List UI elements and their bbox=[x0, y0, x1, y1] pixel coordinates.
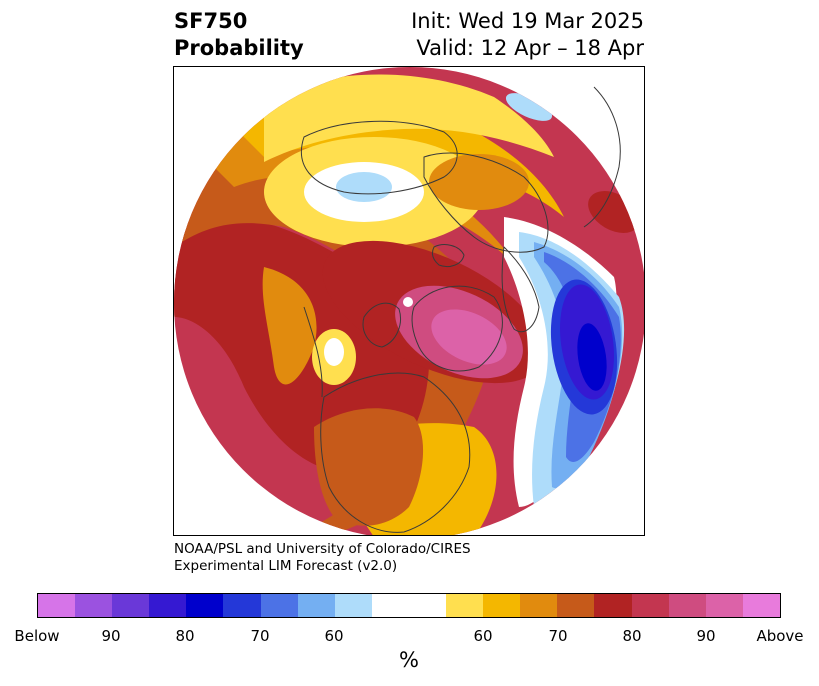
credit-text: NOAA/PSL and University of Colorado/CIRE… bbox=[174, 541, 471, 575]
probability-field bbox=[174, 67, 644, 535]
colorbar-tick-above-70: 70 bbox=[548, 627, 568, 645]
colorbar-segment bbox=[186, 594, 224, 617]
region-yellow-north bbox=[264, 74, 554, 162]
coastline-scandinavia bbox=[501, 246, 540, 333]
colorbar-unit-label: % bbox=[399, 648, 419, 672]
title-line-type: Probability bbox=[174, 36, 304, 60]
credit-line-institution: NOAA/PSL and University of Colorado/CIRE… bbox=[174, 541, 471, 557]
colorbar-segment bbox=[668, 594, 706, 617]
region-lightblue-ne bbox=[505, 93, 553, 121]
colorbar-segment bbox=[38, 594, 76, 617]
colorbar-segment bbox=[112, 594, 150, 617]
colorbar-segment bbox=[260, 594, 298, 617]
colorbar-segment bbox=[75, 594, 113, 617]
colorbar-tick-below-70: 70 bbox=[250, 627, 270, 645]
region-white-pacific bbox=[324, 338, 344, 366]
coastline-north-america bbox=[320, 372, 471, 533]
colorbar-tick-above-80: 80 bbox=[622, 627, 642, 645]
coastline-asia-east bbox=[583, 86, 621, 228]
coastlines bbox=[300, 86, 621, 533]
coastline-arctic-islands bbox=[431, 244, 465, 268]
region-navy-atlantic bbox=[577, 323, 607, 391]
colorbar-segment bbox=[742, 594, 780, 617]
region-magenta-core bbox=[431, 309, 507, 365]
colorbar-tick-above-90: 90 bbox=[696, 627, 716, 645]
map-panel bbox=[173, 66, 645, 536]
region-orange-europe bbox=[429, 154, 529, 210]
colorbar-segment bbox=[631, 594, 669, 617]
colorbar bbox=[37, 593, 781, 618]
valid-date-label: Valid: 12 Apr – 18 Apr bbox=[416, 36, 644, 60]
region-lightblue-siberia bbox=[336, 172, 392, 202]
coastline-asia bbox=[300, 120, 458, 195]
coastline-alaska bbox=[362, 302, 401, 348]
coastline-west-coast bbox=[303, 306, 323, 398]
colorbar-segment bbox=[446, 594, 484, 617]
colorbar-segment bbox=[334, 594, 372, 617]
colorbar-tick-above-60: 60 bbox=[473, 627, 493, 645]
colorbar-segment bbox=[371, 594, 409, 617]
colorbar-tick-below-60: 60 bbox=[324, 627, 344, 645]
colorbar-tick-above: Above bbox=[756, 627, 804, 645]
polar-map-svg bbox=[174, 67, 644, 535]
region-white-spot bbox=[403, 297, 413, 307]
colorbar-segment bbox=[149, 594, 187, 617]
colorbar-segment bbox=[223, 594, 261, 617]
init-date-label: Init: Wed 19 Mar 2025 bbox=[411, 9, 644, 33]
coastline-europe bbox=[423, 152, 549, 253]
title-line-variable: SF750 bbox=[174, 9, 248, 33]
colorbar-segment bbox=[483, 594, 521, 617]
colorbar-tick-below-80: 80 bbox=[175, 627, 195, 645]
colorbar-tick-below-90: 90 bbox=[101, 627, 121, 645]
coastline-greenland bbox=[411, 285, 503, 372]
map-title: SF750 Probability bbox=[174, 8, 304, 62]
colorbar-segment bbox=[705, 594, 743, 617]
forecast-dates: Init: Wed 19 Mar 2025 Valid: 12 Apr – 18… bbox=[411, 8, 644, 62]
colorbar-segment bbox=[297, 594, 335, 617]
credit-line-model: Experimental LIM Forecast (v2.0) bbox=[174, 558, 398, 574]
region-burntorange-us bbox=[314, 408, 424, 526]
colorbar-segment bbox=[520, 594, 558, 617]
colorbar-segment bbox=[408, 594, 447, 617]
colorbar-segment bbox=[557, 594, 595, 617]
colorbar-tick-below: Below bbox=[14, 627, 60, 645]
colorbar-segment bbox=[594, 594, 632, 617]
